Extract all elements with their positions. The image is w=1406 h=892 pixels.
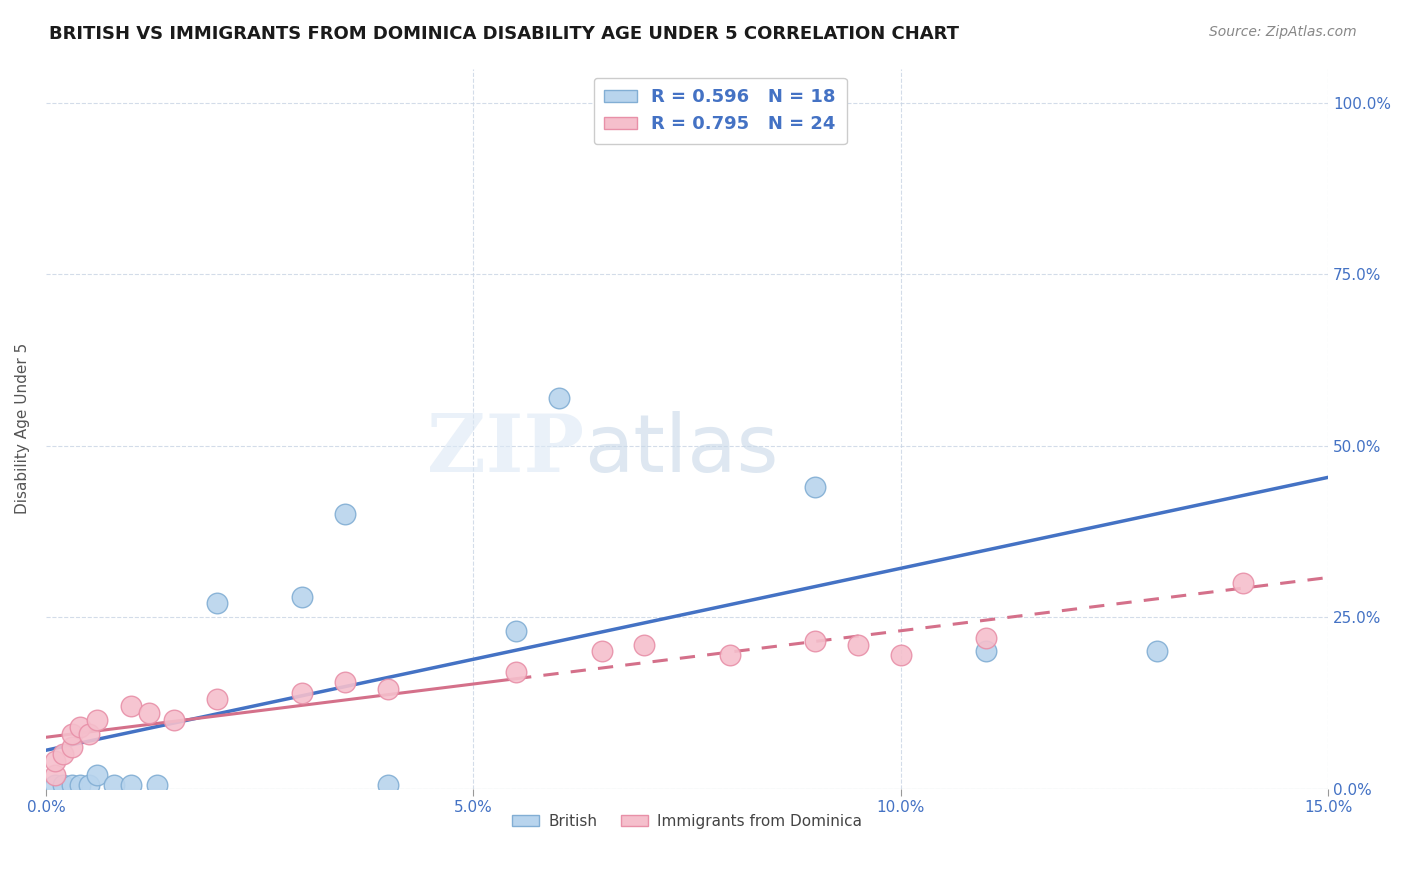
Point (505, 624, 527, 638)
Text: atlas: atlas (585, 411, 779, 489)
Point (804, 634, 827, 648)
Point (591, 644, 613, 658)
Point (69, 720, 91, 734)
Point (60, 726, 83, 740)
Text: ZIP: ZIP (427, 411, 585, 489)
Point (77, 726, 100, 740)
Point (205, 692, 228, 706)
Point (120, 699, 142, 714)
Point (377, 682, 399, 697)
Point (52, 747, 75, 762)
Point (44, 778, 66, 792)
Point (333, 675, 356, 690)
Point (138, 706, 160, 720)
Point (44, 754, 66, 768)
Point (547, 391, 569, 405)
Point (86, 713, 108, 727)
Point (69, 778, 91, 792)
Point (86, 768, 108, 782)
Y-axis label: Disability Age Under 5: Disability Age Under 5 (15, 343, 30, 514)
Point (77, 778, 100, 792)
Point (60, 778, 83, 792)
Point (890, 648, 912, 662)
Point (1146, 644, 1168, 658)
Point (291, 685, 314, 699)
Text: BRITISH VS IMMIGRANTS FROM DOMINICA DISABILITY AGE UNDER 5 CORRELATION CHART: BRITISH VS IMMIGRANTS FROM DOMINICA DISA… (49, 25, 959, 43)
Point (633, 638, 655, 652)
Point (333, 507, 356, 521)
Point (44, 768, 66, 782)
Point (377, 778, 399, 792)
Point (505, 665, 527, 679)
Point (291, 590, 314, 604)
Point (205, 596, 228, 610)
Point (60, 740, 83, 755)
Text: Source: ZipAtlas.com: Source: ZipAtlas.com (1209, 25, 1357, 39)
Point (163, 713, 186, 727)
Point (846, 638, 869, 652)
Point (103, 778, 125, 792)
Legend: British, Immigrants from Dominica: British, Immigrants from Dominica (506, 807, 869, 835)
Point (804, 480, 827, 494)
Point (120, 778, 142, 792)
Point (974, 644, 997, 658)
Point (974, 631, 997, 645)
Point (718, 648, 741, 662)
Point (52, 778, 75, 792)
Point (146, 778, 169, 792)
Point (1232, 575, 1254, 590)
